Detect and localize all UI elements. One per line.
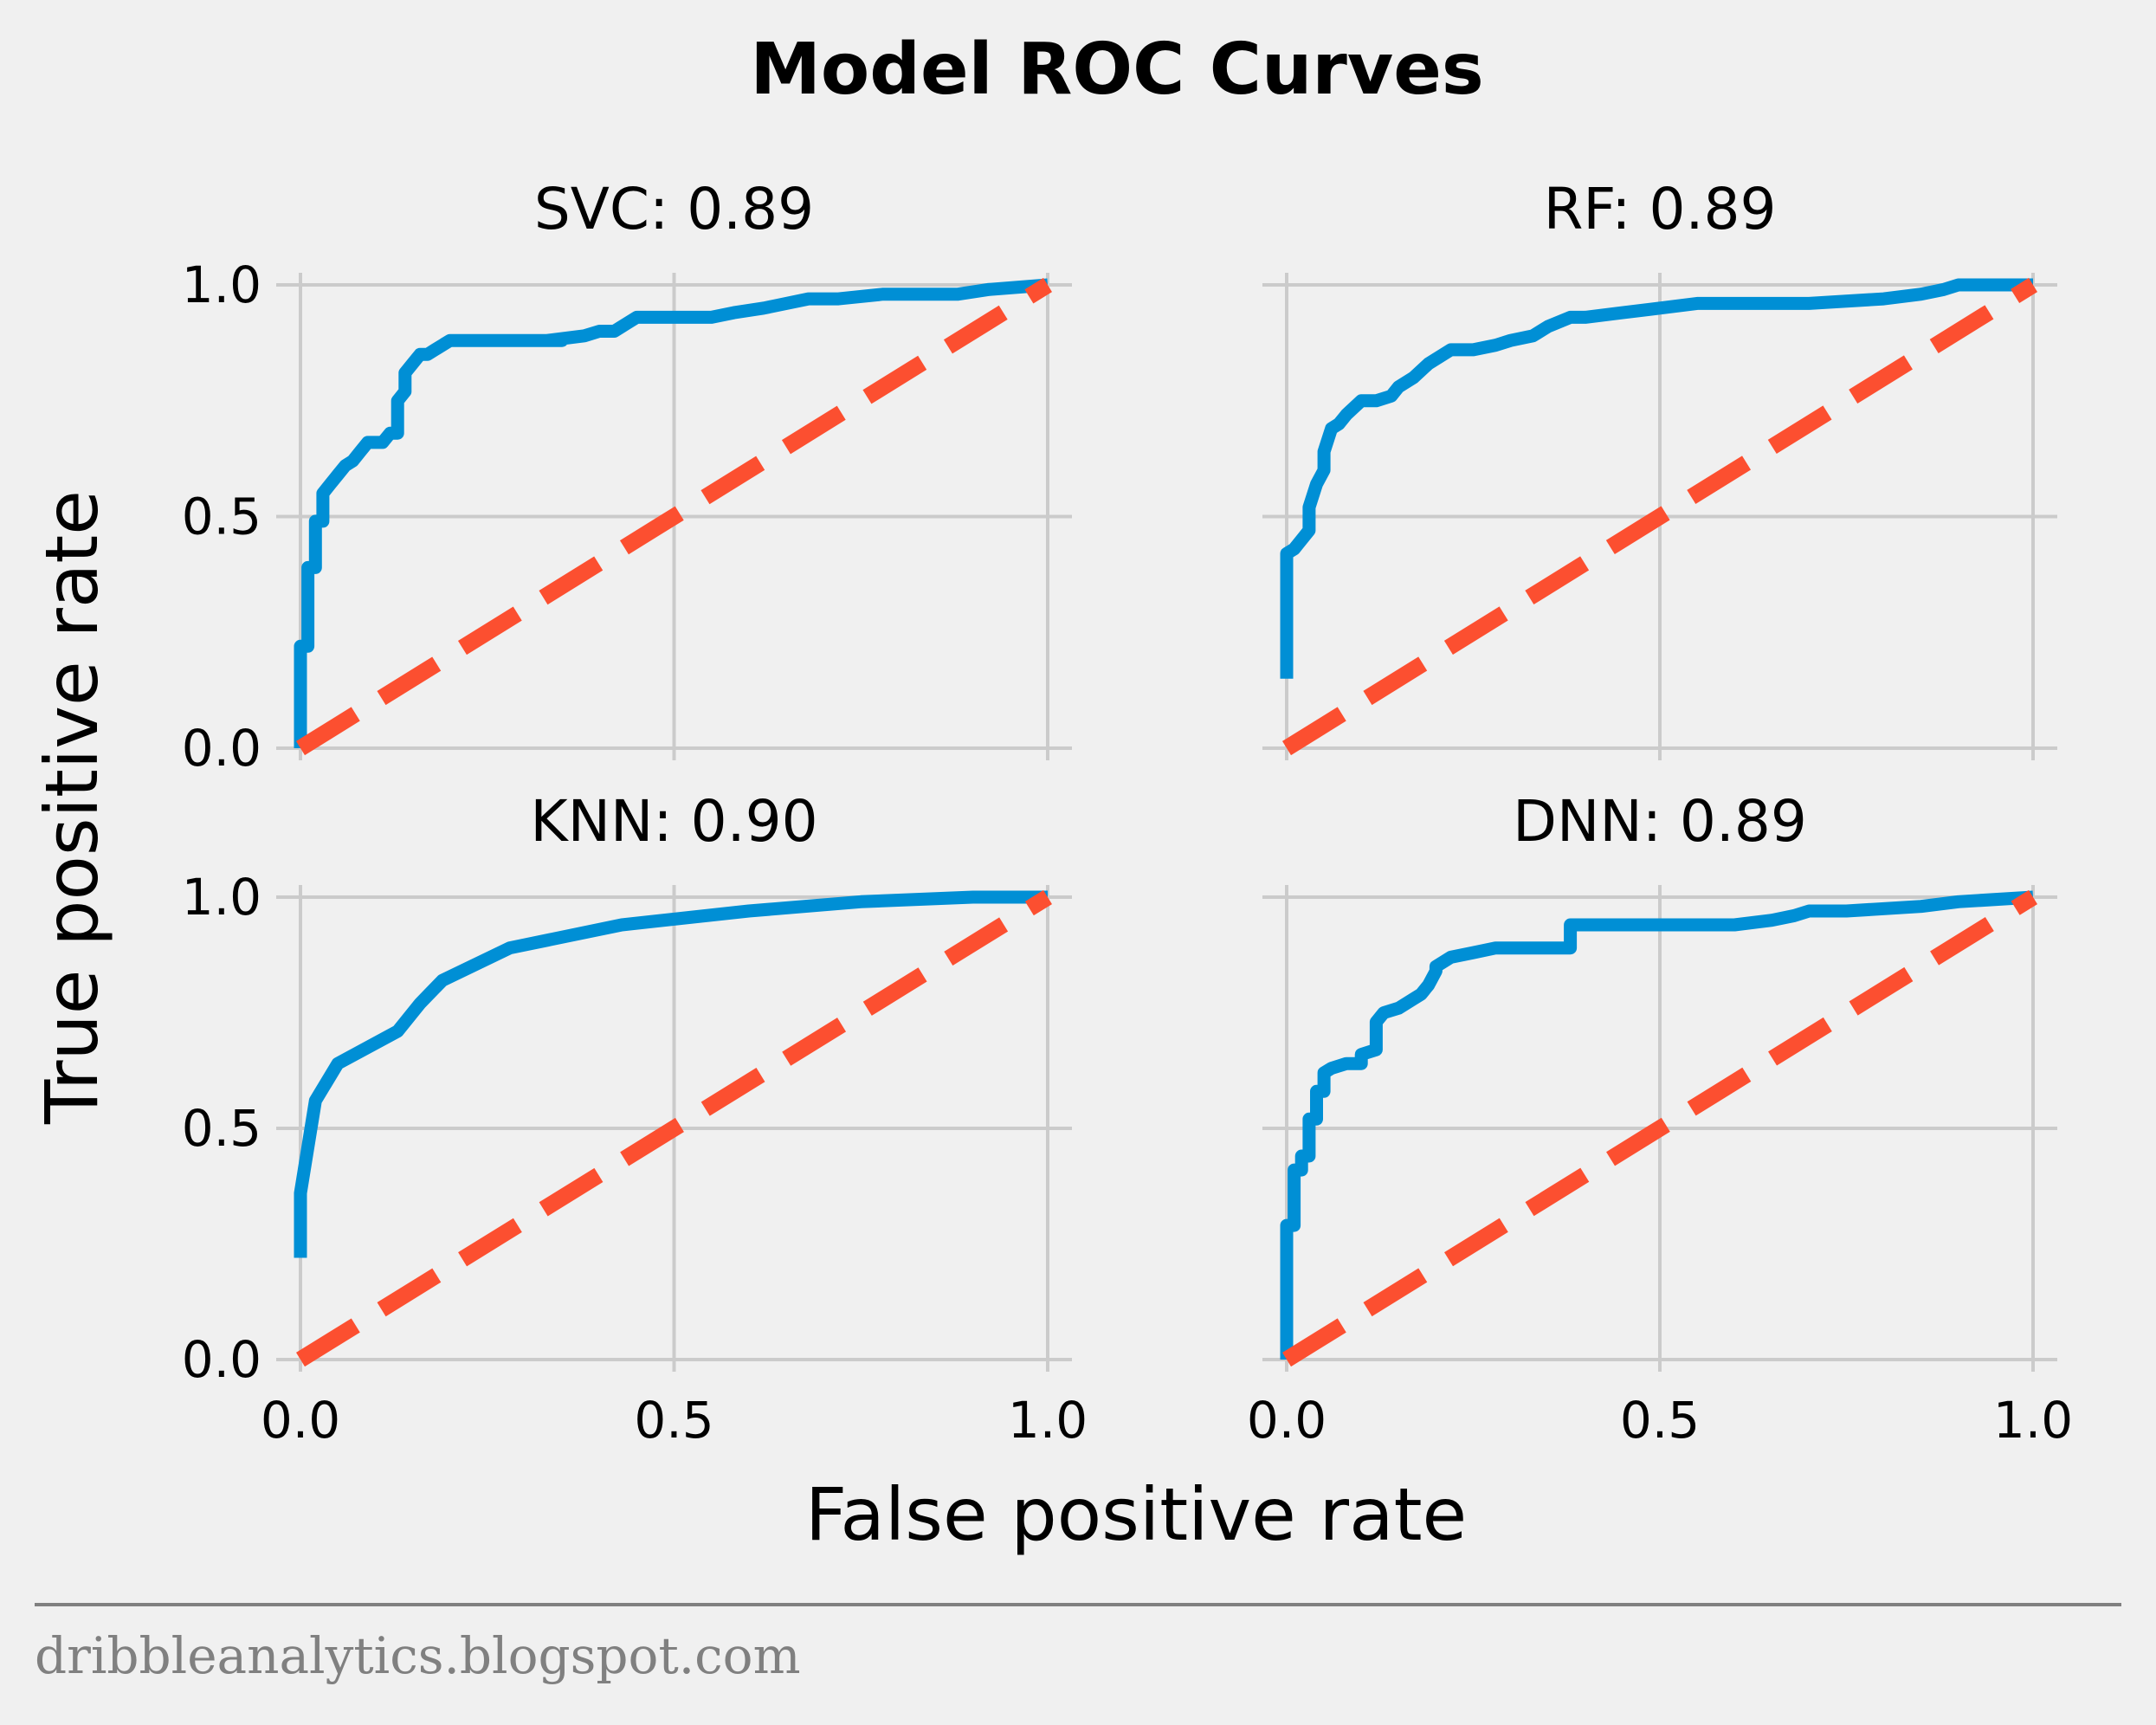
chance-diagonal-line [1281, 889, 2038, 1367]
subplot-2: RF: 0.89 [1262, 176, 2057, 760]
roc-curve-line [294, 890, 1048, 1258]
y-tick-label: 0.5 [182, 1099, 261, 1158]
watermark: dribbleanalytics.blogspot.com [35, 1626, 801, 1685]
x-tick-label: 0.5 [634, 1391, 713, 1450]
chance-diagonal-line [1281, 277, 2038, 756]
x-axis-label: False positive rate [805, 1472, 1467, 1557]
subplot-title: DNN: 0.89 [1513, 788, 1807, 855]
subplot-title: SVC: 0.89 [534, 176, 814, 242]
chance-diagonal-line [295, 277, 1053, 756]
chart-title: Model ROC Curves [750, 29, 1483, 111]
subplot-title: KNN: 0.90 [530, 788, 817, 855]
x-tick-label: 0.0 [261, 1391, 340, 1450]
roc-curve-line [1280, 890, 2034, 1360]
y-tick-label: 0.5 [182, 488, 261, 546]
x-tick-label: 1.0 [1993, 1391, 2073, 1450]
chance-diagonal-line [296, 889, 1052, 1367]
y-axis-label: True positive rate [29, 490, 114, 1125]
subplot-1: 0.0 0.5 1.0 SVC: 0.89 [182, 176, 1072, 778]
x-tick-label: 0.0 [1247, 1391, 1327, 1450]
subplot-3: 0.0 0.5 1.0 0.0 0.5 1.0 KNN: 0.90 [182, 788, 1088, 1450]
subplot-title: RF: 0.89 [1544, 176, 1777, 242]
y-tick-label: 1.0 [182, 868, 261, 927]
x-tick-label: 0.5 [1620, 1391, 1700, 1450]
roc-curve-line [294, 278, 1049, 748]
y-tick-label: 0.0 [182, 1330, 261, 1389]
y-tick-label: 1.0 [182, 255, 261, 314]
y-tick-label: 0.0 [182, 719, 261, 778]
subplot-4: 0.0 0.5 1.0 DNN: 0.89 [1247, 788, 2073, 1450]
roc-curve-line [1280, 278, 2033, 679]
x-tick-label: 1.0 [1008, 1391, 1088, 1450]
